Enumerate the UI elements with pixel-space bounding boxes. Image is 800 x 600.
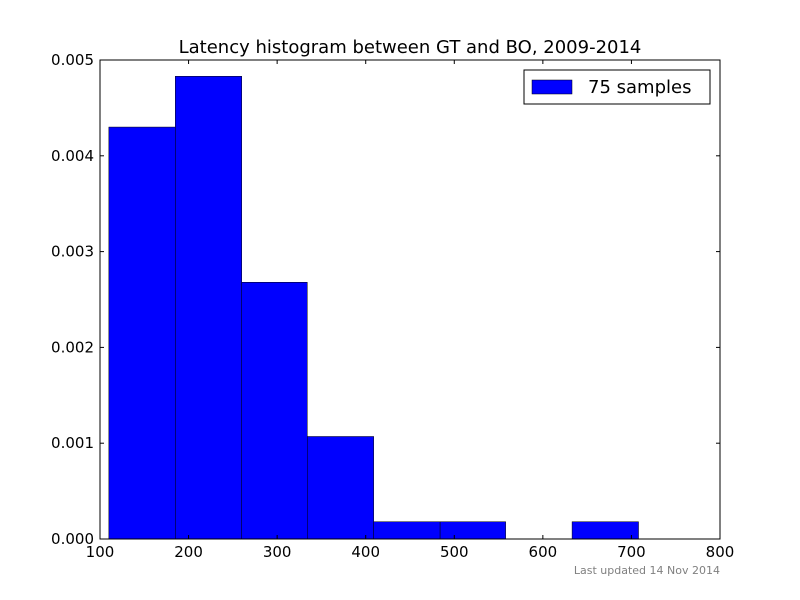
x-tick-label: 300 bbox=[263, 543, 292, 561]
histogram-bar bbox=[307, 436, 374, 540]
histogram-bar bbox=[241, 282, 308, 540]
y-tick-label: 0.001 bbox=[51, 434, 94, 452]
x-tick-label: 200 bbox=[174, 543, 203, 561]
y-tick-label: 0.005 bbox=[51, 51, 94, 69]
histogram-bar bbox=[175, 76, 242, 540]
x-tick-label: 700 bbox=[617, 543, 646, 561]
last-updated-text: Last updated 14 Nov 2014 bbox=[574, 564, 720, 577]
histogram-bar bbox=[108, 126, 176, 540]
x-tick-label: 100 bbox=[86, 543, 115, 561]
x-tick-label: 400 bbox=[351, 543, 380, 561]
legend-swatch bbox=[531, 79, 573, 95]
histogram-bar bbox=[571, 521, 639, 540]
histogram-bar bbox=[373, 521, 441, 540]
axis-ticks-group: 100 200 300 400 500 600 700 800 0.000 0.001 0.002 0… bbox=[51, 51, 734, 561]
chart-title: Latency histogram between GT and BO, 200… bbox=[179, 37, 642, 58]
x-tick-label: 800 bbox=[706, 543, 735, 561]
x-tick-label: 500 bbox=[440, 543, 469, 561]
legend: 75 samples bbox=[523, 69, 711, 105]
y-tick-label: 0.004 bbox=[51, 147, 94, 165]
y-tick-label: 0.002 bbox=[51, 338, 94, 356]
bars-group bbox=[108, 76, 639, 540]
plot-area-frame bbox=[99, 59, 721, 540]
histogram-bar bbox=[439, 521, 506, 540]
legend-label: 75 samples bbox=[588, 77, 691, 98]
y-tick-label: 0.000 bbox=[51, 530, 94, 548]
y-tick-label: 0.003 bbox=[51, 243, 94, 261]
x-tick-label: 600 bbox=[529, 543, 558, 561]
